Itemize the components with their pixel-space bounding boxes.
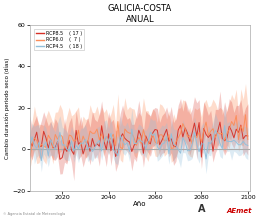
Text: A: A — [198, 204, 205, 214]
Y-axis label: Cambio duración periodo seco (días): Cambio duración periodo seco (días) — [4, 57, 10, 158]
X-axis label: Año: Año — [133, 201, 147, 207]
Text: © Agencia Estatal de Meteorología: © Agencia Estatal de Meteorología — [3, 212, 65, 216]
Title: GALICIA-COSTA
ANUAL: GALICIA-COSTA ANUAL — [108, 4, 172, 24]
Legend: RCP8.5    ( 17 ), RCP6.0    (  7 ), RCP4.5    ( 18 ): RCP8.5 ( 17 ), RCP6.0 ( 7 ), RCP4.5 ( 18… — [34, 29, 84, 50]
Text: AEmet: AEmet — [227, 208, 252, 214]
